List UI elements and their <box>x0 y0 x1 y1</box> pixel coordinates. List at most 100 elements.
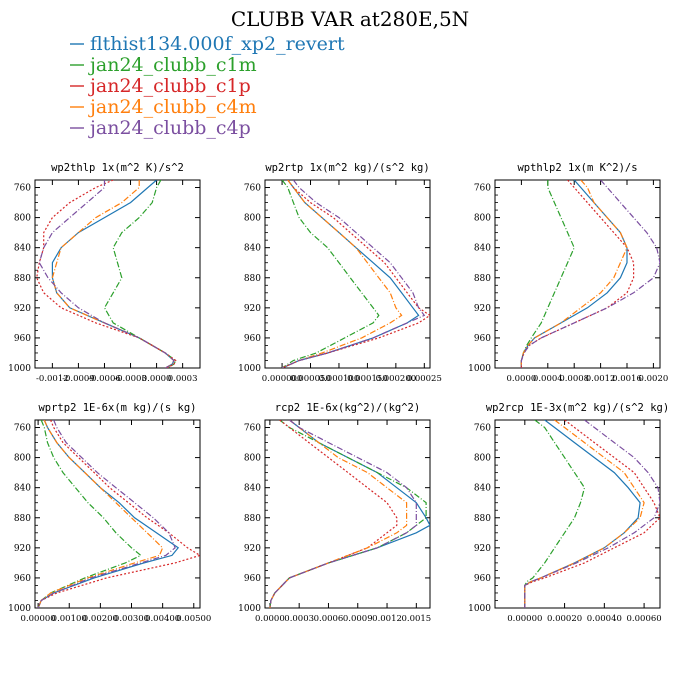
x-tick-label: 0.00300 <box>114 614 149 624</box>
x-tick-label: -0.0006 <box>88 374 121 384</box>
y-tick-label: 800 <box>474 214 491 224</box>
x-tick-label: 0.0004 <box>533 374 563 384</box>
x-tick-label: 0.0015 <box>401 614 431 624</box>
y-tick-label: 960 <box>14 334 31 344</box>
x-tick-label: 0.0000 <box>142 374 172 384</box>
plot-frame <box>494 179 661 369</box>
series-line <box>520 180 635 368</box>
series-line <box>524 420 660 608</box>
chart-title: wpthlp2 1x(m K^2)/s <box>517 162 637 174</box>
x-tick-label: -0.0003 <box>114 374 147 384</box>
series-line <box>51 180 175 368</box>
series-line <box>520 180 575 368</box>
x-tick-label: 0.0003 <box>284 614 314 624</box>
x-tick-label: 0.00000 <box>21 614 56 624</box>
y-tick-label: 920 <box>14 544 31 554</box>
legend-label: jan24_clubb_c1p <box>88 75 251 97</box>
x-tick-label: -0.0012 <box>36 374 69 384</box>
series-line <box>38 180 175 368</box>
y-tick-label: 880 <box>14 514 31 524</box>
chart-panel: wprtp2 1E-6x(m kg)/(s kg) 760 800 840 880 920… <box>8 402 211 624</box>
x-tick-label: 0.0016 <box>612 374 642 384</box>
legend: flthist134.000f_xp2_revert jan24_clubb_c1… <box>70 33 345 139</box>
x-tick-label: 0.00400 <box>145 614 180 624</box>
y-tick-label: 880 <box>244 274 261 284</box>
y-tick-label: 880 <box>474 274 491 284</box>
y-tick-label: 880 <box>244 514 261 524</box>
x-tick-label: 0.00500 <box>176 614 211 624</box>
series-line <box>269 420 417 608</box>
series-line <box>281 180 380 368</box>
x-tick-label: 0.0006 <box>314 614 344 624</box>
x-tick-label: 0.0020 <box>639 374 669 384</box>
series-line <box>520 180 628 368</box>
chart-title: wp2rtp 1x(m^2 kg)/(s^2 kg) <box>265 162 429 174</box>
y-tick-label: 800 <box>474 454 491 464</box>
y-tick-label: 1000 <box>8 364 31 374</box>
y-tick-label: 840 <box>474 484 491 494</box>
series-line <box>281 180 426 368</box>
x-tick-label: 0.0012 <box>586 374 616 384</box>
x-tick-label: 0.00020 <box>547 614 582 624</box>
series-line <box>524 420 660 608</box>
x-tick-label: 0.0003 <box>168 374 198 384</box>
chart-title: wp2rcp 1E-3x(m^2 kg)/(s^2 kg) <box>486 402 669 414</box>
x-tick-label: 0.0000 <box>255 614 285 624</box>
y-tick-label: 840 <box>14 244 31 254</box>
y-tick-label: 920 <box>14 304 31 314</box>
series-line <box>524 420 641 608</box>
series-line <box>520 180 660 368</box>
legend-label: flthist134.000f_xp2_revert <box>90 33 345 55</box>
x-tick-label: 0.0000 <box>507 374 537 384</box>
chart-panel: wp2thlp 1x(m^2 K)/s^2 760 800 840 880 920 960 1… <box>8 162 201 384</box>
series-line <box>269 420 430 608</box>
y-tick-label: 1000 <box>468 364 491 374</box>
x-tick-label: 0.000000 <box>262 374 303 384</box>
y-tick-label: 880 <box>14 274 31 284</box>
plot-frame <box>34 419 201 609</box>
figure-title: CLUBB VAR at280E,5N <box>231 7 469 31</box>
legend-label: jan24_clubb_c4p <box>88 117 251 139</box>
chart-panel: rcp2 1E-6x(kg^2)/(kg^2) 760 800 840 880 920 96… <box>238 402 431 624</box>
x-tick-label: 0.0009 <box>343 614 373 624</box>
y-tick-label: 760 <box>244 184 261 194</box>
chart-panel: wpthlp2 1x(m K^2)/s 760 800 840 880 920 960 100… <box>468 162 668 384</box>
series-line <box>524 420 645 608</box>
series-line <box>520 180 628 368</box>
x-tick-label: 0.000100 <box>319 374 360 384</box>
series-line <box>281 180 420 368</box>
x-tick-label: 0.0008 <box>559 374 589 384</box>
series-line <box>37 420 200 608</box>
y-tick-label: 800 <box>14 214 31 224</box>
y-tick-label: 800 <box>244 214 261 224</box>
y-tick-label: 1000 <box>238 364 261 374</box>
y-tick-label: 760 <box>474 184 491 194</box>
y-tick-label: 840 <box>474 244 491 254</box>
x-tick-label: 0.000200 <box>376 374 417 384</box>
series-line <box>269 420 398 608</box>
x-tick-label: 0.000150 <box>347 374 388 384</box>
series-line <box>281 180 430 368</box>
y-tick-label: 960 <box>244 334 261 344</box>
plot-frame <box>264 179 431 369</box>
x-tick-label: 0.00200 <box>83 614 118 624</box>
y-tick-label: 960 <box>244 574 261 584</box>
y-tick-label: 760 <box>14 424 31 434</box>
x-tick-label: 0.00000 <box>507 614 542 624</box>
y-tick-label: 1000 <box>468 604 491 614</box>
y-tick-label: 760 <box>244 424 261 434</box>
y-tick-label: 960 <box>474 574 491 584</box>
x-tick-label: 0.00025 <box>407 374 442 384</box>
chart-title: wprtp2 1E-6x(m kg)/(s kg) <box>38 402 196 414</box>
x-tick-label: -0.0009 <box>62 374 95 384</box>
x-tick-label: 0.00060 <box>627 614 662 624</box>
y-tick-label: 920 <box>244 544 261 554</box>
x-tick-label: 0.00100 <box>52 614 87 624</box>
y-tick-label: 840 <box>244 484 261 494</box>
series-line <box>51 180 175 368</box>
panels: wp2thlp 1x(m^2 K)/s^2 760 800 840 880 920 960 1… <box>8 162 669 624</box>
series-line <box>269 420 427 608</box>
series-line <box>36 180 177 368</box>
y-tick-label: 840 <box>14 484 31 494</box>
